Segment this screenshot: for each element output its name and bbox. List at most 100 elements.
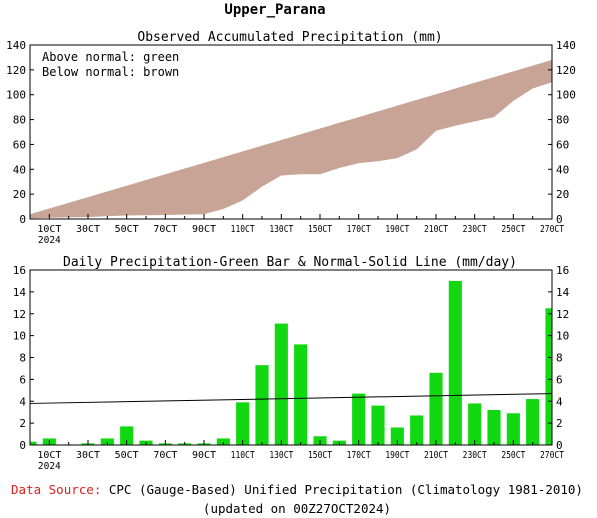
accumulated-ytick-label-left: 0 [19, 213, 26, 226]
daily-xtick-label: 210CT [424, 450, 448, 461]
daily-precip-bar [487, 410, 501, 445]
accumulated-ytick-label-right: 80 [556, 114, 569, 127]
accumulated-ytick-label-right: 100 [556, 89, 576, 102]
page-title: Upper_Parana [224, 2, 325, 18]
accumulated-xtick-label: 90CT [192, 224, 216, 235]
daily-precip-bar [410, 415, 424, 445]
daily-ytick-label-right: 12 [556, 308, 569, 321]
accumulated-xtick-label: 170CT [347, 224, 371, 235]
daily-xtick-label: 30CT [76, 450, 100, 461]
daily-ytick-label-left: 4 [19, 395, 26, 408]
daily-ytick-label-right: 0 [556, 439, 563, 452]
accumulated-xtick-label: 190CT [385, 224, 409, 235]
daily-ytick-label-right: 8 [556, 352, 563, 365]
accumulated-xtick-label: 10CT [37, 224, 61, 235]
data-source-line: Data Source: CPC (Gauge-Based) Unified Pr… [11, 482, 583, 497]
accumulated-xtick-label: 150CT [308, 224, 332, 235]
daily-precip-bar [429, 372, 443, 445]
daily-x-year-label: 2024 [38, 461, 61, 472]
accumulated-ytick-label-left: 120 [6, 64, 26, 77]
daily-ytick-label-left: 14 [13, 286, 27, 299]
below-normal-area [30, 59, 552, 219]
accumulated-xtick-label: 50CT [115, 224, 139, 235]
accumulated-xtick-label: 230CT [463, 224, 487, 235]
daily-xtick-label: 50CT [115, 450, 139, 461]
data-source-text: CPC (Gauge-Based) Unified Precipitation … [109, 482, 583, 497]
daily-ytick-label-right: 2 [556, 417, 563, 430]
daily-xtick-label: 150CT [308, 450, 332, 461]
daily-precip-bar [506, 413, 520, 445]
accumulated-panel: Observed Accumulated Precipitation (mm) … [6, 30, 576, 246]
accumulated-ytick-label-right: 40 [556, 163, 569, 176]
daily-ytick-label-right: 10 [556, 330, 569, 343]
daily-ytick-label-left: 12 [13, 308, 26, 321]
daily-ytick-label-left: 6 [19, 373, 26, 386]
daily-xtick-label: 270CT [540, 450, 564, 461]
daily-precip-bar [448, 280, 462, 445]
accumulated-ytick-label-right: 140 [556, 39, 576, 52]
daily-precip-bar [294, 344, 308, 445]
daily-precip-bar [371, 405, 385, 445]
accumulated-ytick-label-left: 100 [6, 89, 26, 102]
legend-above-normal: Above normal: green [42, 50, 179, 64]
daily-xtick-label: 170CT [347, 450, 371, 461]
daily-precip-bar [100, 438, 114, 445]
accumulated-xtick-label: 30CT [76, 224, 100, 235]
daily-ytick-label-right: 14 [556, 286, 570, 299]
daily-precip-bar [274, 323, 288, 445]
accumulated-marks [30, 59, 552, 219]
accumulated-ytick-label-right: 120 [556, 64, 576, 77]
accumulated-ytick-label-left: 40 [13, 163, 26, 176]
daily-xtick-label: 250CT [501, 450, 525, 461]
accumulated-ytick-label-right: 20 [556, 188, 569, 201]
daily-ytick-label-left: 2 [19, 417, 26, 430]
normal-daily-line [29, 393, 553, 404]
accumulated-ytick-label-left: 140 [6, 39, 26, 52]
daily-xtick-label: 230CT [463, 450, 487, 461]
accumulated-ytick-label-right: 0 [556, 213, 563, 226]
daily-precip-bar [545, 308, 552, 445]
daily-precip-bar [352, 393, 366, 445]
accumulated-xtick-label: 110CT [231, 224, 255, 235]
accumulated-chart-title: Observed Accumulated Precipitation (mm) [137, 30, 442, 45]
daily-ytick-label-right: 16 [556, 264, 569, 277]
data-source-label: Data Source: [11, 482, 101, 497]
accumulated-axes: 0 0 20 20 40 40 60 60 80 80 100 100 120 120 140 140 10CT… [6, 39, 576, 246]
daily-precip-bar [390, 427, 404, 445]
daily-precip-bar [526, 399, 540, 445]
daily-precip-bar [468, 403, 482, 445]
daily-xtick-label: 130CT [269, 450, 293, 461]
daily-precip-bar [120, 426, 134, 445]
daily-precip-bar [236, 402, 250, 445]
daily-xtick-label: 10CT [37, 450, 61, 461]
daily-xtick-label: 70CT [153, 450, 177, 461]
daily-xtick-label: 190CT [385, 450, 409, 461]
accumulated-xtick-label: 70CT [153, 224, 177, 235]
daily-ytick-label-right: 4 [556, 395, 563, 408]
accumulated-xtick-label: 270CT [540, 224, 564, 235]
accumulated-ytick-label-left: 20 [13, 188, 26, 201]
daily-panel: Daily Precipitation-Green Bar & Normal-S… [13, 255, 570, 472]
accumulated-ytick-label-left: 60 [13, 138, 26, 151]
accumulated-xtick-label: 250CT [501, 224, 525, 235]
daily-ytick-label-left: 8 [19, 352, 26, 365]
daily-ytick-label-right: 6 [556, 373, 563, 386]
daily-precip-bar [30, 441, 37, 445]
daily-precip-bar [216, 438, 230, 445]
daily-ytick-label-left: 10 [13, 330, 26, 343]
daily-xtick-label: 90CT [192, 450, 216, 461]
daily-xtick-label: 110CT [231, 450, 255, 461]
daily-axes: 0 0 2 2 4 4 6 6 8 8 10 10 12 12 14 14 16 16 10CT 30CT 50CT 70… [13, 264, 570, 472]
daily-ytick-label-left: 16 [13, 264, 26, 277]
daily-chart-title: Daily Precipitation-Green Bar & Normal-S… [63, 255, 517, 270]
daily-marks [29, 280, 553, 445]
accumulated-xtick-label: 210CT [424, 224, 448, 235]
accumulated-plot-frame [29, 44, 553, 220]
daily-ytick-label-left: 0 [19, 439, 26, 452]
daily-precip-bar [255, 365, 269, 445]
updated-text: (updated on 00Z27OCT2024) [203, 501, 391, 516]
accumulated-ytick-label-right: 60 [556, 138, 569, 151]
accumulated-x-year-label: 2024 [38, 235, 61, 246]
accumulated-ytick-label-left: 80 [13, 114, 26, 127]
